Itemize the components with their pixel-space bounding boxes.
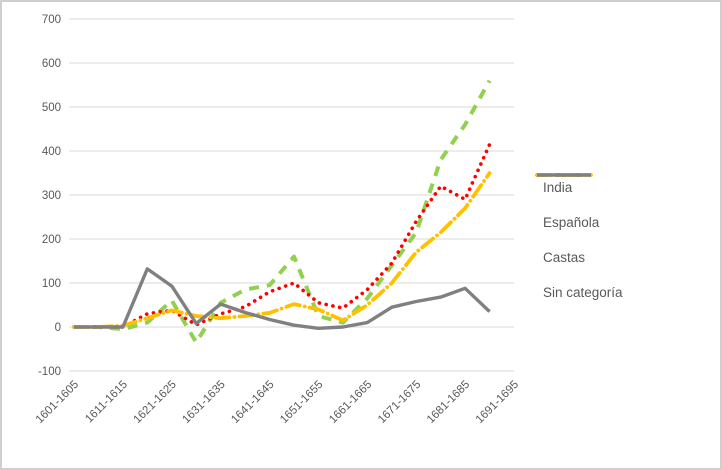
y-axis-tick-label: 0 [55,322,61,334]
x-axis-tick-label: 1691-1695 [474,379,521,426]
y-axis-tick-label: 700 [42,14,61,26]
legend-label-sin-categoria: Sin categoría [543,285,623,300]
x-axis-tick-label: 1631-1635 [180,379,227,426]
y-axis-tick-label: 300 [42,190,61,202]
series-line-india [74,79,492,345]
y-axis-tick-label: 500 [42,102,61,114]
series-line-espa-ola [72,142,492,329]
y-axis-labels: -100 0 100 200 300 400 500 600 700 [38,14,61,378]
chart-legend: India Española Castas Sin categoría [535,170,623,310]
x-axis-tick-label: 1661-1665 [327,379,374,426]
x-axis-tick-label: 1671-1675 [376,379,423,426]
series-line-sin-categor-a [74,267,491,330]
y-axis-tick-label: 400 [42,146,61,158]
legend-item-espanola: Española [535,173,623,240]
x-axis-tick-label: 1641-1645 [229,379,276,426]
x-axis-tick-label: 1681-1685 [425,379,472,426]
y-axis-tick-label: 100 [42,278,61,290]
y-axis-tick-label: 200 [42,234,61,246]
legend-label-castas: Castas [543,250,586,265]
x-axis-tick-label: 1621-1625 [132,379,179,426]
y-axis-tick-label: 600 [42,58,61,70]
y-axis-tick-label: -100 [38,366,61,378]
x-axis-tick-label: 1611-1615 [83,379,130,426]
x-axis-tick-label: 1601-1605 [34,379,81,426]
sin-categoria-line-swatch [537,173,591,177]
legend-item-sin-categoria: Sin categoría [535,173,623,310]
x-axis-tick-label: 1651-1655 [278,379,325,426]
series-line-castas [72,171,492,329]
x-axis-labels: 1601-1605 1611-1615 1621-1625 1631-1635 1641… [34,379,521,426]
legend-label-india: India [543,180,573,195]
legend-item-castas: Castas [535,173,623,275]
gridlines [69,18,514,372]
legend-label-espanola: Española [543,215,600,230]
